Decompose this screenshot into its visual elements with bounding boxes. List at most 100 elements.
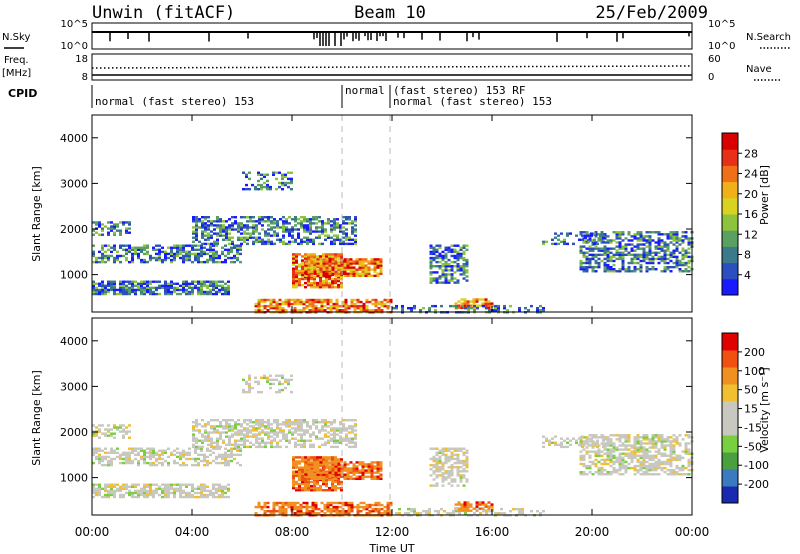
range-cell — [273, 242, 276, 246]
range-cell — [377, 501, 381, 505]
range-cell — [313, 467, 317, 470]
range-cell — [669, 442, 673, 445]
range-cell — [455, 306, 458, 310]
range-cell — [266, 173, 269, 176]
range-cell — [472, 300, 476, 303]
range-cell — [240, 425, 243, 428]
range-cell — [462, 246, 466, 249]
range-cell — [330, 230, 333, 233]
range-cell — [194, 463, 197, 467]
range-cell — [227, 487, 230, 491]
range-cell — [116, 250, 119, 254]
range-cell — [353, 309, 357, 312]
range-cell — [167, 461, 170, 465]
range-cell — [308, 298, 312, 302]
range-cell — [310, 480, 313, 484]
range-cell — [285, 435, 288, 438]
range-cell — [618, 267, 622, 271]
range-cell — [633, 442, 637, 445]
range-cell — [585, 452, 589, 455]
range-cell — [240, 443, 243, 447]
range-cell — [334, 253, 337, 256]
range-cell — [236, 252, 239, 256]
range-cell — [560, 445, 563, 449]
range-cell — [264, 441, 267, 444]
range-cell — [322, 471, 326, 474]
range-cell — [370, 268, 374, 271]
range-cell — [358, 274, 362, 278]
range-cell — [645, 257, 649, 261]
range-cell — [263, 376, 266, 379]
range-cell — [624, 446, 628, 449]
range-cell — [161, 286, 164, 290]
range-cell — [560, 441, 563, 444]
range-cell — [648, 473, 652, 476]
range-cell — [660, 440, 664, 443]
range-cell — [365, 507, 369, 511]
range-cell — [648, 446, 652, 449]
range-cell — [432, 271, 436, 274]
range-cell — [669, 470, 673, 474]
range-cell — [324, 421, 327, 424]
range-cell — [456, 265, 460, 268]
range-cell — [669, 473, 673, 476]
range-cell — [203, 455, 206, 459]
range-cell — [191, 487, 194, 491]
range-cell — [104, 260, 107, 264]
range-cell — [621, 267, 625, 271]
range-cell — [119, 424, 122, 427]
range-cell — [252, 226, 255, 229]
range-cell — [221, 292, 224, 296]
range-cell — [515, 507, 518, 511]
range-cell — [339, 427, 342, 430]
range-cell — [318, 236, 321, 239]
range-cell — [179, 252, 182, 256]
range-cell — [325, 463, 329, 466]
range-cell — [585, 473, 589, 476]
range-cell — [324, 234, 327, 237]
range-cell — [125, 252, 128, 256]
range-cell — [125, 286, 128, 290]
range-cell — [182, 256, 185, 260]
range-cell — [293, 507, 297, 511]
range-cell — [318, 242, 321, 246]
range-cell — [298, 466, 301, 469]
range-cell — [615, 448, 619, 451]
range-cell — [179, 451, 182, 455]
range-cell — [639, 448, 643, 451]
range-cell — [350, 501, 354, 505]
range-cell — [341, 501, 345, 505]
range-cell — [345, 238, 348, 241]
range-cell — [321, 226, 324, 229]
range-cell — [469, 503, 473, 506]
range-cell — [200, 244, 203, 247]
range-cell — [472, 298, 476, 301]
range-cell — [304, 470, 307, 473]
range-cell — [669, 464, 673, 468]
range-cell — [236, 256, 239, 260]
range-cell — [295, 275, 298, 279]
range-cell — [422, 306, 425, 310]
range-cell — [200, 284, 203, 288]
range-cell — [642, 446, 646, 449]
range-cell — [521, 509, 524, 513]
range-cell — [110, 286, 113, 290]
range-cell — [128, 280, 131, 283]
range-cell — [319, 281, 322, 285]
range-cell — [429, 258, 433, 262]
range-cell — [176, 292, 179, 296]
range-cell — [352, 465, 356, 468]
range-cell — [539, 309, 542, 312]
range-cell — [609, 464, 613, 468]
range-cell — [192, 435, 195, 438]
range-cell — [252, 224, 255, 227]
range-cell — [621, 464, 625, 468]
range-cell — [336, 441, 339, 444]
range-cell — [212, 459, 215, 463]
range-cell — [310, 258, 314, 261]
range-cell — [182, 455, 185, 459]
range-cell — [155, 491, 158, 495]
range-cell — [119, 246, 122, 249]
range-cell — [131, 246, 134, 249]
